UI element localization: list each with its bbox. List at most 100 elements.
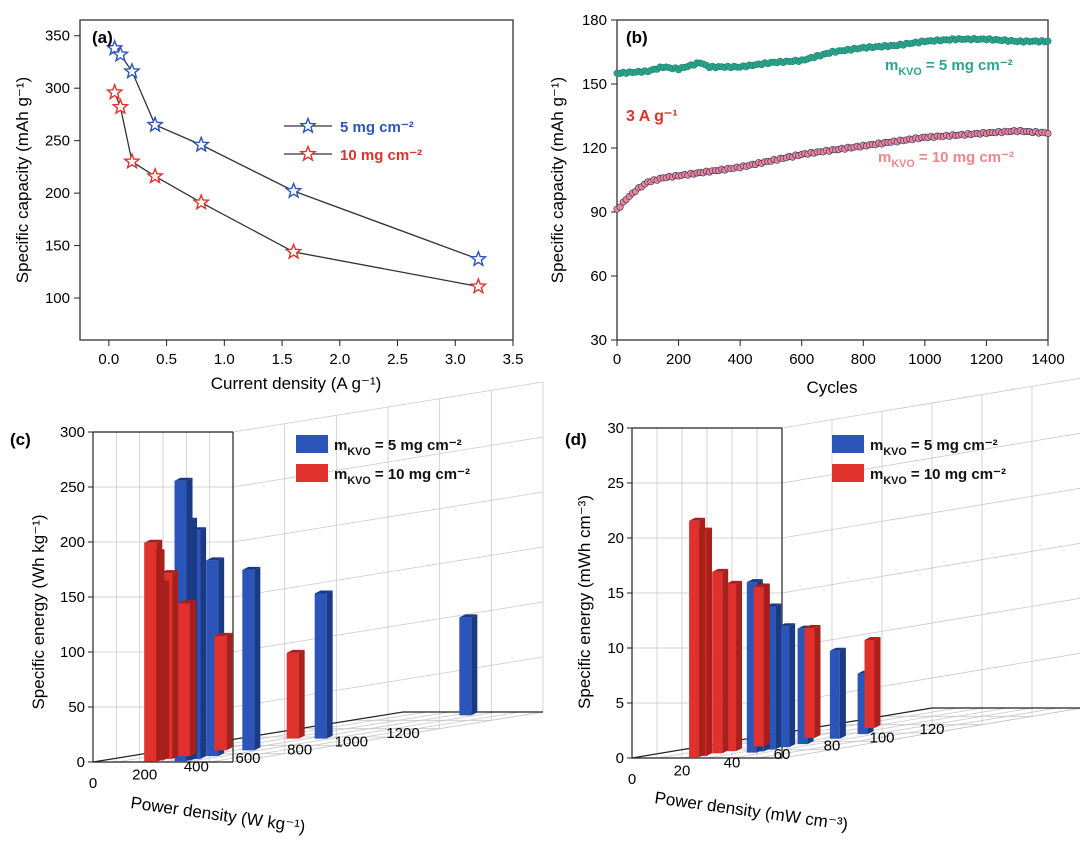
data-point — [1044, 130, 1052, 138]
bar — [178, 600, 197, 757]
bar-side — [775, 603, 782, 750]
panel-b-annotation: 3 A g⁻¹ — [626, 108, 678, 125]
x-tick-label: 3.0 — [445, 351, 466, 368]
star-marker — [469, 277, 488, 295]
bar-front — [804, 628, 815, 738]
grid-line — [781, 652, 1080, 704]
bar-front — [144, 542, 157, 762]
bar-top — [459, 614, 478, 618]
panel-d-legend: mKVO = 5 mg cm⁻² mKVO = 10 mg cm⁻² — [832, 435, 1006, 487]
grid-line — [186, 711, 497, 763]
panel-a-ylabel: Specific capacity (mAh g⁻¹) — [13, 77, 32, 283]
star-marker — [105, 82, 124, 101]
bar — [689, 517, 706, 758]
bar-top — [160, 570, 179, 574]
y-tick-label: 350 — [45, 28, 70, 45]
star-marker — [146, 115, 165, 133]
star-marker — [146, 166, 165, 185]
z-tick-label: 25 — [607, 475, 624, 492]
bar-side — [298, 649, 305, 739]
z-tick-label: 100 — [60, 644, 85, 661]
panel-c-ylabel: Specific energy (Wh kg⁻¹) — [29, 514, 48, 709]
bar-side — [763, 583, 770, 747]
grid-line — [781, 707, 1080, 759]
bar-top — [174, 477, 193, 481]
z-tick-label: 30 — [607, 420, 624, 437]
x-tick-label: 200 — [132, 767, 157, 784]
star-marker — [469, 249, 488, 267]
x-tick-label: 100 — [869, 729, 894, 746]
grid-line — [781, 542, 1080, 594]
bar-top — [753, 583, 770, 587]
bar-front — [286, 652, 299, 739]
panel-b-ylabel: Specific capacity (mAh g⁻¹) — [548, 77, 567, 283]
panel-d-label: (d) — [565, 430, 587, 449]
bar-side — [736, 580, 743, 752]
bar — [804, 625, 821, 738]
bar-top — [689, 517, 706, 521]
z-tick-label: 15 — [607, 585, 624, 602]
bar-side — [722, 568, 729, 754]
y-tick-label: 150 — [45, 238, 70, 255]
panel-c-label: (c) — [10, 430, 31, 449]
bar-top — [214, 632, 233, 636]
star-marker — [284, 242, 303, 260]
bar — [829, 647, 846, 739]
bar-front — [753, 586, 764, 747]
bar-front — [314, 593, 327, 739]
bar-front — [829, 650, 840, 739]
bar — [286, 649, 305, 739]
bar-side — [254, 566, 261, 751]
panel-b-xlabel: Cycles — [806, 378, 857, 397]
bar-side — [163, 580, 170, 761]
bar-top — [829, 647, 846, 651]
star-marker — [122, 152, 141, 170]
z-tick-label: 50 — [68, 699, 85, 716]
legend-swatch — [832, 464, 864, 482]
x-tick-label: 800 — [851, 351, 876, 368]
bar — [144, 539, 163, 762]
legend-star — [299, 144, 317, 162]
bar — [753, 583, 770, 747]
y-tick-label: 200 — [45, 185, 70, 202]
x-tick-label: 1000 — [335, 733, 368, 750]
bar-top — [206, 557, 225, 561]
x-tick-label: 0.0 — [98, 351, 119, 368]
panel-a: 0.0 0.5 1.0 1.5 2.0 2.5 3.0 3.5 100 150 200 250 300 3… — [13, 19, 524, 393]
x-tick-label: 60 — [774, 746, 791, 763]
star-marker — [192, 193, 211, 211]
x-tick-label: 400 — [184, 758, 209, 775]
z-tick-label: 0 — [616, 750, 624, 767]
bar — [214, 632, 233, 751]
bar-side — [190, 600, 197, 757]
bar-side — [699, 517, 706, 758]
bar — [459, 614, 478, 716]
bar-side — [156, 539, 163, 762]
bar-side — [172, 570, 179, 760]
z-tick-label: 300 — [60, 424, 85, 441]
legend-swatch — [296, 464, 328, 482]
bar — [242, 566, 261, 751]
bar-front — [726, 583, 737, 752]
legend-label: 10 mg cm⁻² — [340, 147, 422, 164]
x-tick-label: 0 — [628, 771, 636, 788]
bar-side — [839, 647, 846, 739]
bar-front — [178, 603, 191, 757]
x-tick-label: 1000 — [908, 351, 941, 368]
bar-top — [178, 600, 197, 604]
bar-side — [706, 527, 713, 757]
x-tick-label: 0 — [613, 351, 621, 368]
data-point — [1044, 37, 1052, 45]
star-marker — [122, 61, 141, 80]
grid-line — [756, 707, 1058, 759]
panel-b: 0 200 400 600 800 1000 1200 1400 30 60 90 120 150 180… — [548, 12, 1065, 397]
bar-side — [814, 625, 821, 738]
y-tick-label: 180 — [582, 12, 607, 29]
bar-top — [726, 580, 743, 584]
legend-label: mKVO = 5 mg cm⁻² — [870, 437, 998, 458]
bar-side — [471, 614, 478, 716]
bar — [864, 637, 881, 728]
bar-top — [779, 623, 796, 627]
x-tick-label: 3.5 — [503, 351, 524, 368]
